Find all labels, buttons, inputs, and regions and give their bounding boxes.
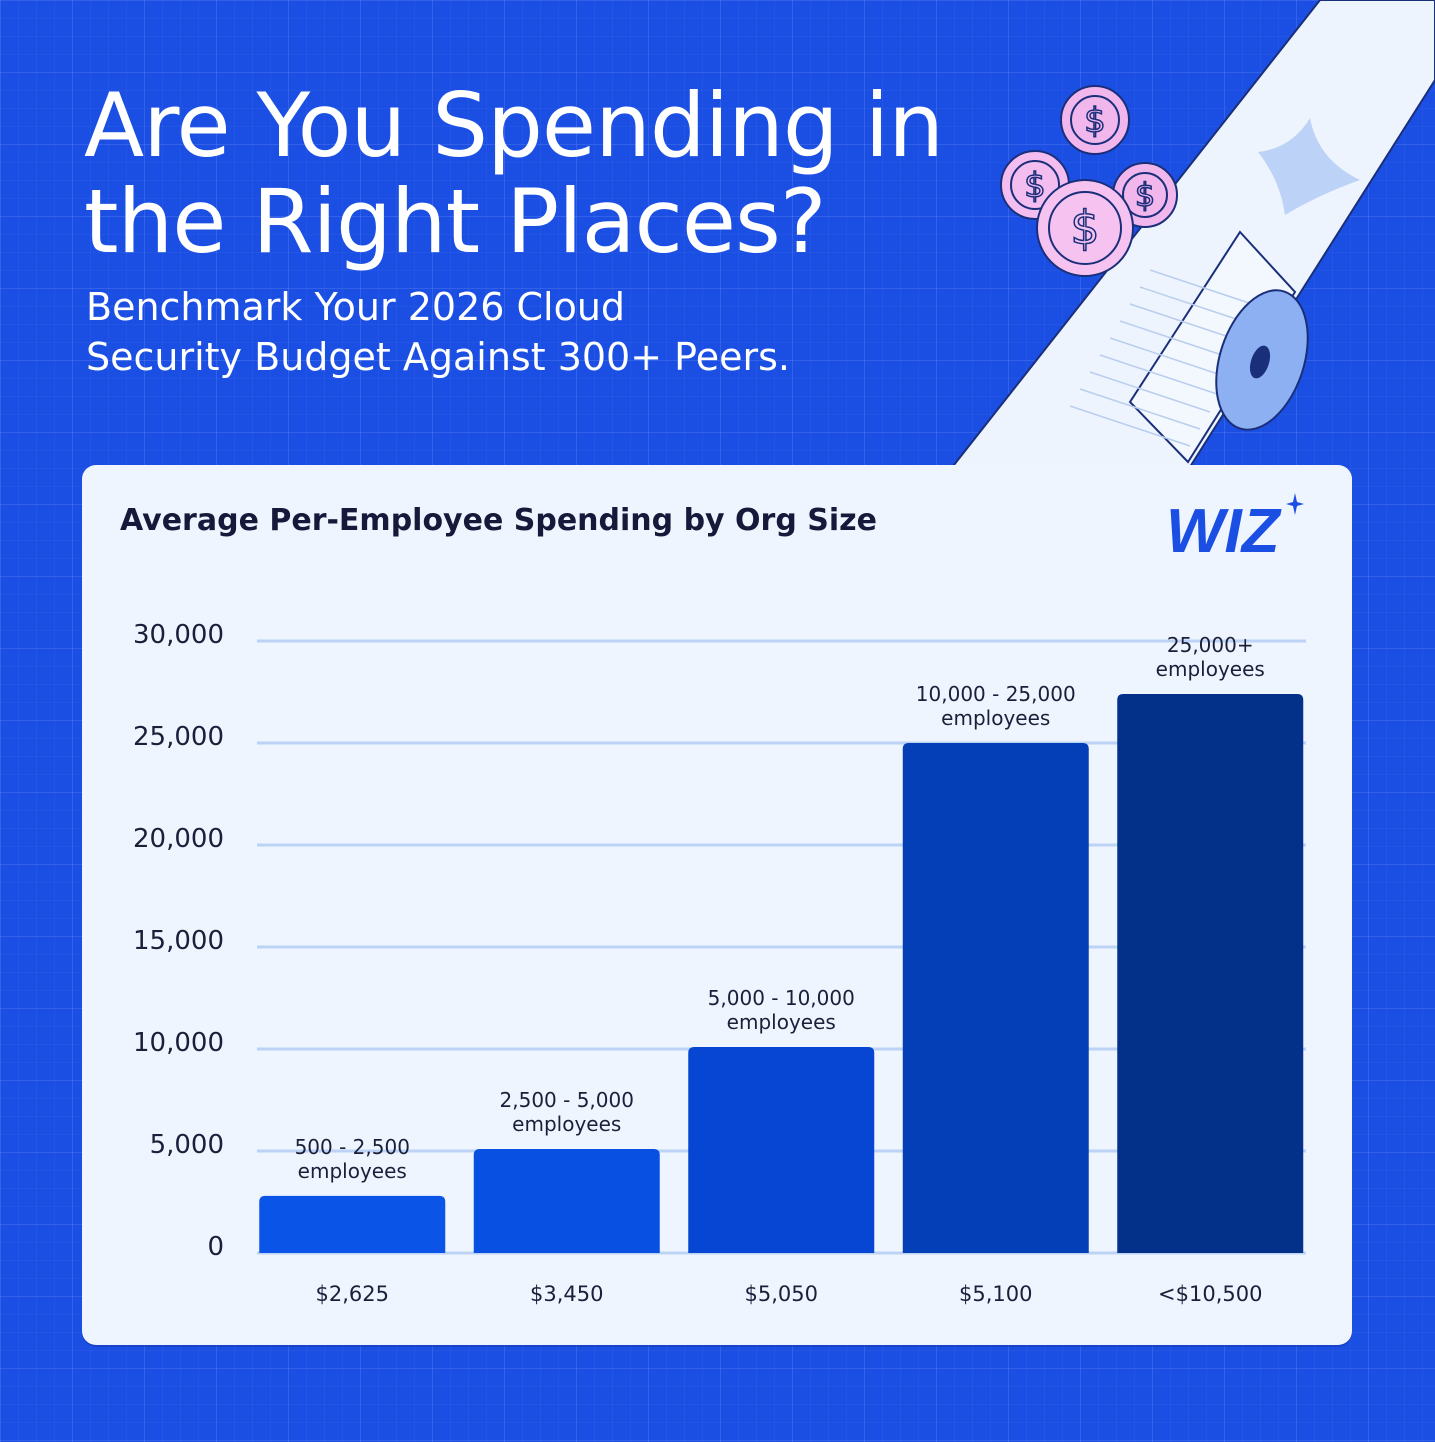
page-headline: Are You Spending in the Right Places? (84, 78, 944, 273)
x-tick-label: $3,450 (530, 1282, 603, 1306)
receipt-paper (948, 0, 1435, 470)
bar (1117, 694, 1304, 1253)
x-tick-label: <$10,500 (1158, 1282, 1262, 1306)
bar (259, 1195, 446, 1253)
x-tick-label: $2,625 (316, 1282, 389, 1306)
svg-text:$: $ (1070, 201, 1099, 255)
bar-label: 25,000+ (1167, 633, 1254, 657)
bar (902, 743, 1089, 1253)
bar-label: employees (298, 1159, 407, 1183)
bar-chart: 0 5,000 10,000 15,000 20,000 25,000 30,000 500 … (133, 620, 1306, 1306)
svg-text:$: $ (1024, 166, 1046, 206)
y-tick-label: 15,000 (133, 926, 224, 956)
wiz-logo: WIZ (1166, 493, 1304, 559)
headline-line-2: the Right Places? (84, 170, 827, 273)
bar-label: employees (727, 1010, 836, 1034)
svg-text:$: $ (1084, 101, 1106, 141)
bar-label: employees (941, 706, 1050, 730)
coin-icon: $ (1036, 179, 1134, 277)
bar-label: employees (1156, 657, 1265, 681)
y-tick-label: 20,000 (133, 824, 224, 854)
chart-title: Average Per-Employee Spending by Org Siz… (120, 503, 877, 538)
bar-label: 2,500 - 5,000 (500, 1088, 634, 1112)
headline-line-1: Are You Spending in (84, 74, 944, 177)
page-subtitle: Benchmark Your 2026 Cloud Security Budge… (86, 282, 790, 382)
bar (688, 1046, 875, 1253)
sparkle-icon (1286, 493, 1304, 515)
x-tick-label: $5,100 (959, 1282, 1032, 1306)
coin-icon: $ (1060, 85, 1130, 155)
bar (473, 1148, 660, 1253)
y-tick-label: 0 (207, 1232, 224, 1262)
sparkle-icon (1258, 118, 1360, 215)
logo-text: WIZ (1166, 497, 1282, 559)
y-tick-label: 10,000 (133, 1028, 224, 1058)
bar-label: 10,000 - 25,000 (916, 682, 1076, 706)
bar-label: 5,000 - 10,000 (708, 986, 855, 1010)
y-tick-label: 30,000 (133, 620, 224, 650)
y-tick-label: 25,000 (133, 722, 224, 752)
subtitle-line-2: Security Budget Against 300+ Peers. (86, 335, 790, 379)
chart-card: 0 5,000 10,000 15,000 20,000 25,000 30,000 500 … (82, 465, 1352, 1345)
x-tick-label: $5,050 (745, 1282, 818, 1306)
receipt-roll-paper (1128, 230, 1297, 464)
subtitle-line-1: Benchmark Your 2026 Cloud (86, 285, 626, 329)
bar-label: employees (512, 1112, 621, 1136)
svg-text:$: $ (1135, 176, 1155, 214)
bar-label: 500 - 2,500 (295, 1135, 410, 1159)
receipt-coins-illustration: $ $ $ $ (948, 0, 1435, 470)
y-tick-label: 5,000 (150, 1130, 224, 1160)
